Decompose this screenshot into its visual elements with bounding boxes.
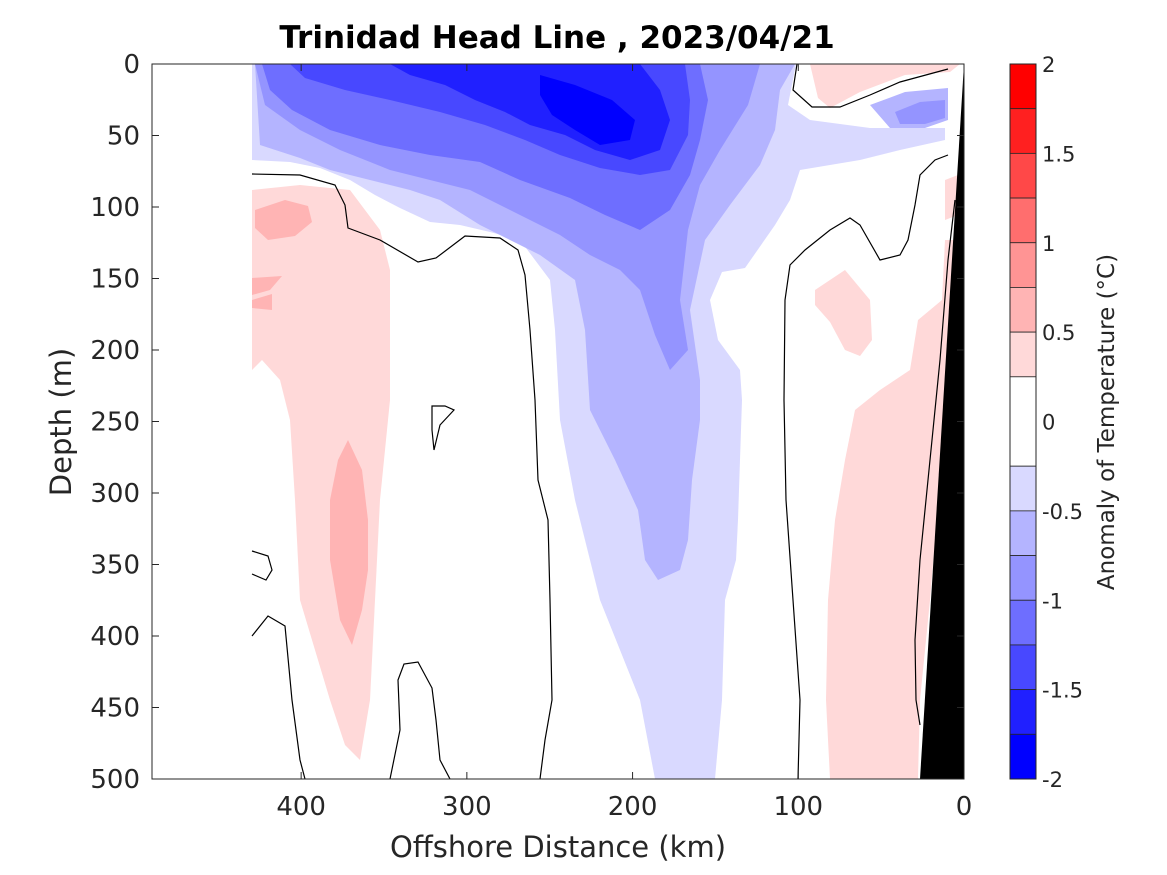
- colorbar-frame: [1009, 63, 1037, 780]
- y-tick-label: 100: [90, 193, 140, 223]
- plot-area: [152, 64, 964, 779]
- colorbar-swatch: [1009, 599, 1037, 646]
- x-tick-label: 200: [608, 792, 658, 822]
- y-tick-label: 300: [90, 479, 140, 509]
- y-tick-label: 500: [90, 765, 140, 795]
- y-tick-label: 0: [123, 50, 140, 80]
- zero-contour-coastal: [914, 199, 956, 726]
- colorbar-swatch: [1009, 287, 1037, 333]
- y-axis: 0 50 100 150 200 250 300 350 400 450 500: [90, 50, 964, 795]
- y-tick-label: 350: [90, 551, 140, 581]
- warm-anomaly-shallow-core: [255, 200, 312, 240]
- colorbar-swatch: [1009, 242, 1037, 288]
- x-axis: 400 300 200 100 0: [276, 64, 972, 822]
- colorbar-swatch: [1009, 644, 1037, 691]
- y-tick-label: 250: [90, 408, 140, 438]
- y-axis-label: Depth (m): [44, 348, 78, 496]
- colorbar-swatch: [1009, 465, 1037, 512]
- colorbar-tick-label: -2: [1042, 768, 1063, 792]
- colorbar-tick-label: 1: [1042, 232, 1055, 256]
- zero-contour-surface: [792, 64, 949, 108]
- y-tick-label: 450: [90, 694, 140, 724]
- colorbar-swatch: [1009, 152, 1037, 199]
- warm-anomaly-midshelf: [815, 270, 872, 356]
- colorbar-tick-label: -1: [1042, 589, 1063, 613]
- zero-contour-hook: [251, 550, 273, 581]
- colorbar-swatch: [1009, 689, 1037, 735]
- zero-contour-offshore: [251, 615, 306, 779]
- x-tick-label: 300: [442, 792, 492, 822]
- x-tick-label: 100: [773, 792, 823, 822]
- colorbar-swatch: [1009, 510, 1037, 556]
- colorbar-swatch: [1009, 63, 1037, 110]
- colorbar-tick-label: 2: [1042, 53, 1055, 77]
- cold-anomaly-nearshore-core: [895, 100, 945, 124]
- x-tick-label: 0: [956, 792, 973, 822]
- chart-title: Trinidad Head Line , 2023/04/21: [279, 20, 834, 56]
- colorbar-swatch: [1009, 331, 1037, 378]
- warm-anomaly-coast: [945, 175, 958, 220]
- x-tick-label: 400: [276, 792, 326, 822]
- zero-contour-loop: [389, 661, 451, 779]
- warm-anomaly-nearshore: [826, 240, 955, 779]
- y-tick-label: 400: [90, 622, 140, 652]
- zero-contour-nearshore: [783, 154, 949, 779]
- colorbar-swatch: [1009, 555, 1037, 601]
- colorbar: 2 1.5 1 0.5 0 -0.5 -1 -1.5 -2: [1009, 53, 1083, 792]
- colorbar-swatch: [1009, 108, 1037, 154]
- warm-anomaly-surface: [810, 64, 960, 108]
- x-axis-label: Offshore Distance (km): [390, 830, 726, 864]
- zero-contour-small: [431, 405, 456, 451]
- colorbar-label: Anomaly of Temperature (°C): [1094, 254, 1120, 590]
- y-tick-label: 150: [90, 265, 140, 295]
- colorbar-swatch: [1009, 376, 1037, 467]
- colorbar-tick-label: -1.5: [1042, 679, 1083, 703]
- zero-contour-upper: [251, 173, 553, 779]
- colorbar-swatch: [1009, 197, 1037, 244]
- y-tick-label: 200: [90, 336, 140, 366]
- colorbar-tick-label: 0.5: [1042, 321, 1075, 345]
- warm-anomaly-notch: [252, 276, 282, 310]
- colorbar-tick-label: -0.5: [1042, 500, 1083, 524]
- colorbar-tick-label: 0: [1042, 411, 1055, 435]
- y-tick-label: 50: [107, 122, 140, 152]
- warm-anomaly-offshore-core: [330, 440, 368, 645]
- zero-contour-lines: [251, 64, 956, 779]
- bathymetry-mask: [920, 64, 964, 779]
- cold-anomaly-core: [540, 75, 635, 145]
- colorbar-tick-label: 1.5: [1042, 142, 1075, 166]
- colorbar-swatch: [1009, 733, 1037, 780]
